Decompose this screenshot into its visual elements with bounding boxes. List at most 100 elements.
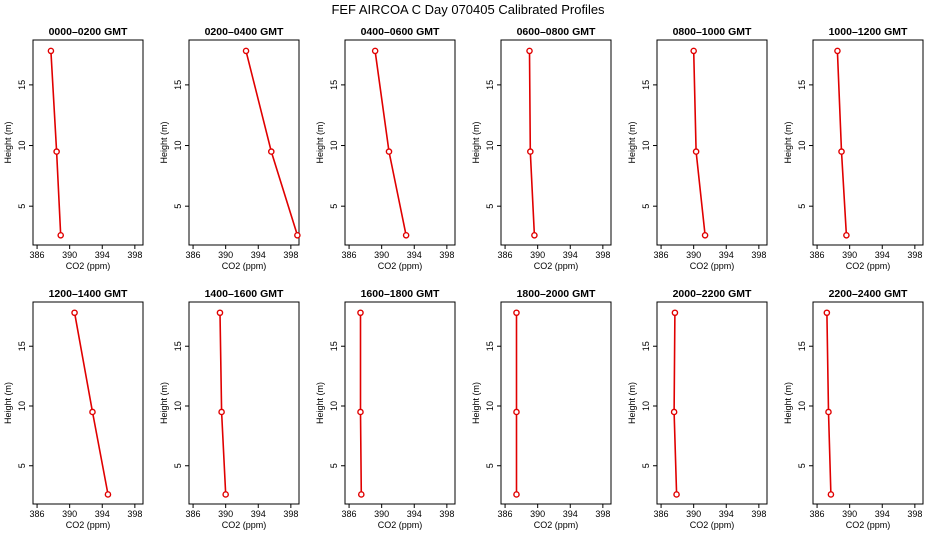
y-tick-label: 10 [17, 401, 27, 411]
x-tick-label: 398 [439, 509, 454, 519]
y-axis-label: Height (m) [315, 121, 325, 163]
data-point [385, 148, 393, 155]
x-tick-label: 398 [751, 509, 766, 519]
y-tick-label: 15 [17, 341, 27, 351]
x-tick-label: 390 [218, 250, 233, 260]
data-point [834, 47, 841, 55]
profile-panel: 2000–2200 GMT 386 390 394 398 5 10 15 CO2 (ppm) H… [627, 288, 768, 530]
y-axis-label: Height (m) [471, 121, 481, 163]
y-tick-label: 15 [485, 80, 495, 90]
x-axis-label: CO2 (ppm) [534, 261, 579, 271]
panel-title: 0600–0800 GMT [517, 26, 596, 38]
plot-frame [344, 39, 456, 246]
profile-line [359, 312, 363, 495]
data-point [357, 491, 365, 498]
y-tick-label: 10 [797, 401, 807, 411]
data-point [838, 148, 845, 155]
y-tick-label: 10 [329, 401, 339, 411]
data-point [357, 408, 364, 416]
profile-panel: 0400–0600 GMT 386 390 394 398 5 10 15 CO2 (ppm) H… [315, 26, 456, 271]
panel-title: 1600–1800 GMT [361, 288, 440, 300]
plot-frame [32, 39, 144, 246]
x-tick-label: 386 [30, 250, 45, 260]
data-point [513, 309, 520, 317]
x-tick-label: 390 [686, 509, 701, 519]
x-tick-label: 394 [251, 250, 266, 260]
data-point [531, 231, 538, 239]
data-point [216, 309, 224, 317]
x-axis-label: CO2 (ppm) [690, 520, 735, 530]
x-axis-label: CO2 (ppm) [846, 261, 891, 271]
panel-title: 2000–2200 GMT [673, 288, 752, 300]
y-axis-label: Height (m) [783, 382, 793, 424]
x-tick-label: 390 [686, 250, 701, 260]
data-point [825, 408, 832, 416]
y-tick-label: 5 [797, 463, 807, 468]
data-point [527, 148, 534, 155]
y-tick-label: 15 [797, 341, 807, 351]
y-tick-label: 15 [485, 341, 495, 351]
x-tick-label: 394 [251, 509, 266, 519]
panel-title: 0400–0600 GMT [361, 26, 440, 38]
data-point [53, 148, 60, 155]
y-tick-label: 15 [173, 341, 183, 351]
data-point [692, 148, 700, 155]
profile-line [50, 50, 62, 236]
data-point [670, 408, 678, 416]
profile-panel: 1000–1200 GMT 386 390 394 398 5 10 15 CO2 (ppm) H… [783, 26, 924, 271]
data-point [701, 231, 709, 239]
profile-line [73, 312, 109, 495]
y-tick-label: 15 [173, 80, 183, 90]
profile-panel: 1600–1800 GMT 386 390 394 398 5 10 15 CO2 (ppm) H… [315, 288, 456, 530]
y-tick-label: 5 [17, 463, 27, 468]
plot-frame [32, 301, 144, 505]
x-tick-label: 390 [62, 250, 77, 260]
data-point [104, 491, 112, 498]
x-tick-label: 390 [62, 509, 77, 519]
data-point [513, 491, 520, 498]
x-tick-label: 398 [283, 250, 298, 260]
x-axis-label: CO2 (ppm) [846, 520, 891, 530]
x-tick-label: 398 [751, 250, 766, 260]
y-axis-label: Height (m) [3, 121, 13, 163]
x-tick-label: 390 [530, 509, 545, 519]
x-tick-label: 390 [842, 250, 857, 260]
x-tick-label: 394 [95, 250, 110, 260]
profile-panel: 1800–2000 GMT 386 390 394 398 5 10 15 CO2 (ppm) H… [471, 288, 612, 530]
data-point [673, 491, 680, 498]
y-tick-label: 5 [641, 204, 651, 209]
profile-line [219, 312, 227, 495]
panel-title: 2200–2400 GMT [829, 288, 908, 300]
y-tick-label: 5 [329, 463, 339, 468]
profile-panel: 1200–1400 GMT 386 390 394 398 5 10 15 CO2 (ppm) H… [3, 288, 144, 530]
x-tick-label: 386 [810, 250, 825, 260]
y-tick-label: 10 [173, 141, 183, 151]
x-tick-label: 386 [654, 250, 669, 260]
x-axis-label: CO2 (ppm) [66, 520, 111, 530]
data-point [690, 47, 697, 55]
y-tick-label: 15 [329, 341, 339, 351]
y-axis-label: Height (m) [471, 382, 481, 424]
x-axis-label: CO2 (ppm) [378, 520, 423, 530]
y-tick-label: 10 [173, 401, 183, 411]
plot-frame [188, 301, 300, 505]
data-point [222, 491, 229, 498]
x-axis-label: CO2 (ppm) [378, 261, 423, 271]
y-tick-label: 5 [797, 204, 807, 209]
x-tick-label: 386 [342, 509, 357, 519]
y-tick-label: 5 [485, 204, 495, 209]
profile-line [836, 50, 848, 236]
x-tick-label: 386 [186, 509, 201, 519]
y-tick-label: 10 [485, 401, 495, 411]
profile-line [528, 50, 536, 236]
y-axis-label: Height (m) [159, 121, 169, 163]
data-point [47, 47, 55, 55]
panel-title: 1800–2000 GMT [517, 288, 596, 300]
panel-title: 0000–0200 GMT [49, 26, 128, 38]
x-tick-label: 394 [563, 509, 578, 519]
y-tick-label: 5 [329, 204, 339, 209]
profile-line [245, 50, 299, 236]
x-axis-label: CO2 (ppm) [222, 261, 267, 271]
panel-title: 1000–1200 GMT [829, 26, 908, 38]
